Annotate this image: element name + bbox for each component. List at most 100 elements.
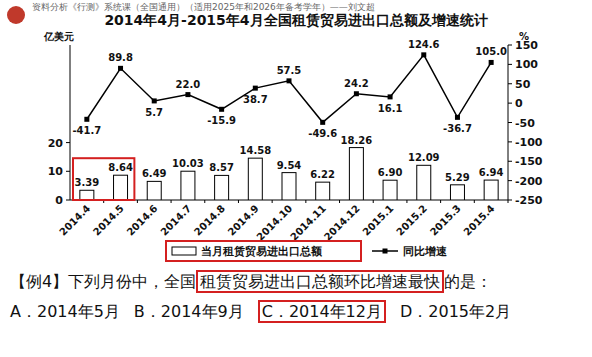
x-tick [474,200,475,203]
bar [248,158,262,200]
line-marker [489,60,494,65]
y2-tick [508,200,512,201]
y2-tick [508,83,512,84]
line-marker [84,117,89,122]
line-marker [219,107,224,112]
y-tick [66,142,70,143]
x-tick [339,200,340,203]
y-axis [70,45,71,200]
bar [316,182,330,200]
x-tick-label: 2015.3 [428,203,463,238]
avatar [7,6,25,24]
bar-label: 3.39 [75,177,100,188]
plot-area [80,52,498,200]
y-tick [66,200,70,201]
y-tick-label: 20 [48,137,64,150]
line-label: -41.7 [72,125,101,136]
x-tick-label: 2014.5 [91,203,126,238]
line-label: 5.7 [145,107,163,118]
line-marker [253,86,258,91]
line-marker [287,78,292,83]
line-label: -15.9 [207,115,236,126]
bar [147,181,161,200]
line-marker [455,115,460,120]
y2-tick-label: -200 [515,175,543,188]
bar-label: 14.58 [239,145,271,156]
y2-tick [508,180,512,181]
y2-tick-label: -100 [515,136,543,149]
bar [114,175,128,200]
y-tick-label: 10 [48,165,64,178]
y2-tick [508,161,512,162]
stem-part: 的是： [444,272,492,291]
line-label: -36.7 [443,123,472,134]
x-tick [272,200,273,203]
bar-label: 18.26 [341,135,373,146]
bar [282,173,296,200]
y-label: 亿美元 [43,31,74,42]
x-tick-label: 2014.8 [192,203,227,238]
question-stem: 【例4】下列月份中，全国租赁贸易进出口总额环比增速最快的是： [10,272,492,293]
line-label: 22.0 [176,79,201,90]
x-tick-label: 2014.7 [158,203,193,238]
y2-tick [508,141,512,142]
bar-label: 6.94 [479,167,504,178]
y2-tick-label: 0 [515,97,523,110]
bar [215,175,229,200]
highlight-box [166,241,361,261]
bar-label: 6.22 [310,169,335,180]
line-marker [320,120,325,125]
bar-label: 9.54 [277,160,302,171]
x-tick-label: 2014.12 [322,203,362,243]
line-marker [118,66,123,71]
line-label: 124.6 [408,39,440,50]
bar [417,165,431,200]
legend: 当月租赁贸易进出口总额同比增速 [166,241,448,261]
x-tick [508,200,509,203]
bar [80,190,94,200]
y2-tick [508,64,512,65]
line-marker [185,92,190,97]
question-options: A．2014年5月B．2014年9月C．2014年12月D．2015年2月 [10,302,525,323]
y2-tick-label: -250 [515,194,543,207]
x-tick-label: 2014.11 [288,203,328,243]
bar-label: 8.57 [209,162,234,173]
y2-tick [508,122,512,123]
line-label: 57.5 [277,65,302,76]
line-label: -49.6 [308,128,337,139]
y2-tick-label: 100 [515,58,538,71]
bar-label: 10.03 [172,158,204,169]
x-tick-label: 2015.1 [360,203,395,238]
line-label: 24.2 [344,78,369,89]
line [87,55,491,123]
option: C．2014年12月 [258,300,386,323]
y2-tick-label: -150 [515,155,543,168]
x-tick-label: 2014.4 [57,203,92,238]
legend-label: 同比增速 [403,245,448,258]
x-tick [238,200,239,203]
header: 资料分析《行测》系统课（全国通用）（适用2025年和2026年备考学年）——刘文… [32,2,375,12]
option: B．2014年9月 [134,302,244,321]
bar-label: 6.90 [378,167,403,178]
line-label: 105.0 [475,46,507,57]
y2-tick-label: 150 [515,39,538,52]
line-label: 16.1 [378,103,403,114]
legend-swatch-marker [383,249,388,254]
x-tick [137,200,138,203]
bar-label: 5.29 [445,172,470,183]
line-marker [152,98,157,103]
line-marker [421,52,426,57]
title: 2014年4月-2015年4月全国租赁贸易进出口总额及增速统计 [104,12,487,28]
x-tick [440,200,441,203]
y2-tick-label: 50 [515,78,531,91]
stem-part: 【例4】下列月份中，全国 [10,272,196,291]
stem-part: 租赁贸易进出口总额环比增速最快 [196,270,444,293]
highlight-box [73,158,134,200]
legend-swatch [172,247,196,255]
x-tick-label: 2014.6 [125,203,160,238]
bar-label: 8.64 [108,162,133,173]
bar [450,185,464,200]
bar-label: 6.49 [142,168,167,179]
line-label: 89.8 [108,52,133,63]
y2-tick-label: -50 [515,117,535,130]
